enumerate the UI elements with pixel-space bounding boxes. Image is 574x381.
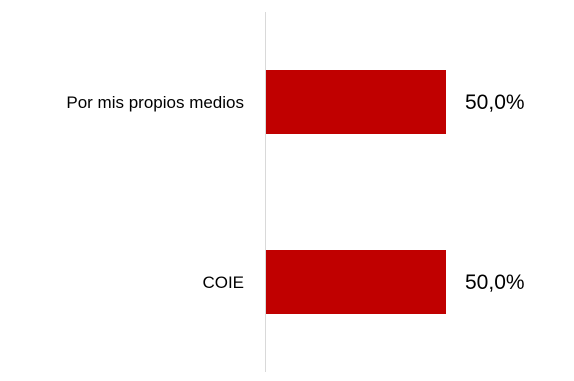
bar-1 — [266, 250, 446, 314]
bar-0 — [266, 70, 446, 134]
bars-group — [266, 70, 446, 314]
category-label-0: Por mis propios medios — [66, 93, 244, 112]
labels-group: Por mis propios medios 50,0% COIE 50,0% — [66, 91, 524, 294]
category-label-1: COIE — [202, 273, 244, 292]
data-label-1: 50,0% — [465, 271, 525, 294]
data-label-0: 50,0% — [465, 91, 525, 114]
